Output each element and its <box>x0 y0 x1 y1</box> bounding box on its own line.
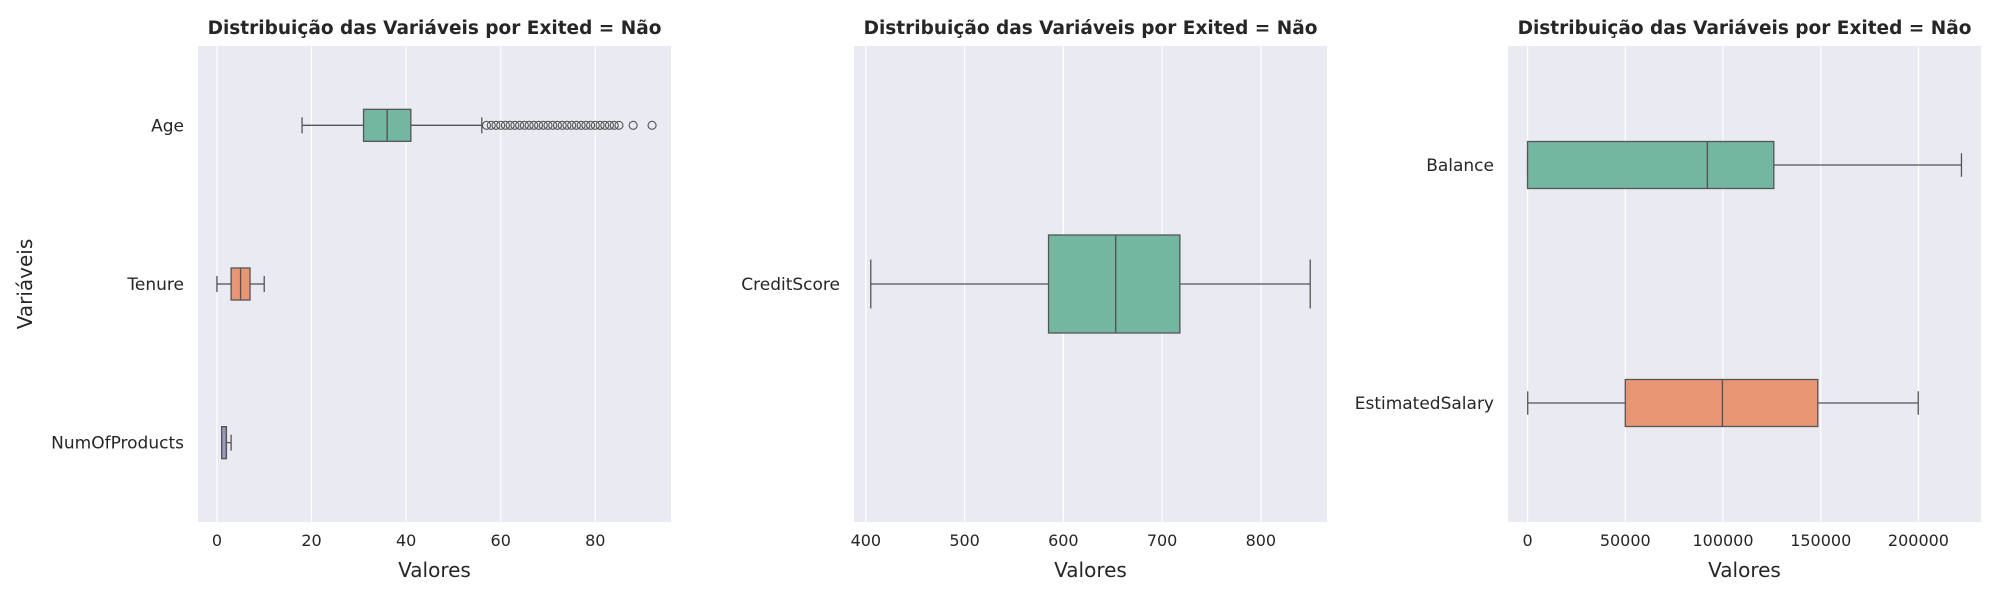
outlier-point <box>562 120 572 130</box>
box-NumOfProducts <box>220 426 232 460</box>
x-tick-label: 60 <box>491 531 511 550</box>
outlier-point <box>486 120 496 130</box>
outlier-point <box>529 120 539 130</box>
x-tick-label: 400 <box>851 531 882 550</box>
outlier-point <box>609 120 619 130</box>
x-tick-label: 40 <box>396 531 416 550</box>
outlier-point <box>515 120 525 130</box>
outlier-point <box>496 120 506 130</box>
outlier-point <box>590 120 600 130</box>
outlier-point <box>534 120 544 130</box>
panel-1: 0 20 40 60 80 Age Tenure NumOfProducts Distribui… <box>13 18 671 582</box>
outlier-point <box>576 120 586 130</box>
x-axis-label: Valores <box>1708 558 1781 582</box>
y-tick-label: Age <box>151 116 184 136</box>
outlier-point <box>505 120 515 130</box>
outlier-point <box>552 120 563 130</box>
plot-area <box>1508 46 1981 522</box>
x-tick-label: 0 <box>1522 531 1532 550</box>
x-tick-label: 100000 <box>1692 531 1753 550</box>
outlier-point <box>614 120 624 130</box>
outlier-point <box>647 120 657 130</box>
chart-title: Distribuição das Variáveis por Exited = … <box>864 18 1318 39</box>
outlier-point <box>571 120 581 130</box>
x-tick-label: 600 <box>1048 531 1079 550</box>
panel-2: 400 500 600 700 800 CreditScore Distribuição d… <box>741 18 1327 582</box>
outlier-point <box>510 120 520 130</box>
outlier-point <box>538 120 548 130</box>
box-Balance <box>1526 140 1963 190</box>
x-tick-label: 200000 <box>1888 531 1949 550</box>
plot-area <box>198 46 671 522</box>
outlier-point <box>519 120 529 130</box>
iqr-box <box>1624 378 1819 428</box>
x-axis-label: Valores <box>1054 558 1127 582</box>
outlier-point <box>557 120 567 130</box>
box-Age <box>301 108 657 142</box>
x-tick-label: 150000 <box>1790 531 1851 550</box>
outlier-point <box>481 120 492 130</box>
x-tick-label: 800 <box>1246 531 1277 550</box>
outlier-point <box>604 120 615 130</box>
outlier-point <box>595 120 605 130</box>
outlier-point <box>586 120 596 130</box>
chart-title: Distribuição das Variáveis por Exited = … <box>208 18 662 39</box>
iqr-box <box>220 426 228 460</box>
y-tick-label: NumOfProducts <box>51 434 184 454</box>
x-tick-label: 50000 <box>1600 531 1651 550</box>
chart-title: Distribuição das Variáveis por Exited = … <box>1518 18 1972 39</box>
panel-3: 0 50000 100000 150000 200000 Balance Estimated… <box>1355 18 1981 582</box>
iqr-box <box>1047 234 1181 334</box>
outlier-point <box>524 120 534 130</box>
y-tick-label: CreditScore <box>741 275 840 295</box>
box-CreditScore <box>870 234 1311 334</box>
x-tick-label: 500 <box>949 531 980 550</box>
x-axis-label: Valores <box>398 558 471 582</box>
outlier-point <box>600 120 610 130</box>
y-tick-label: Tenure <box>126 275 184 295</box>
x-tick-label: 80 <box>585 531 605 550</box>
outlier-point <box>567 120 577 130</box>
x-tick-label: 20 <box>301 531 321 550</box>
y-axis-label: Variáveis <box>13 239 37 330</box>
outlier-point <box>543 120 553 130</box>
outlier-point <box>581 120 591 130</box>
outlier-point <box>548 120 558 130</box>
outlier-point <box>500 120 511 130</box>
outlier-point <box>491 120 501 130</box>
box-Tenure <box>216 267 265 301</box>
y-tick-label: EstimatedSalary <box>1355 394 1494 414</box>
y-tick-label: Balance <box>1426 156 1494 176</box>
x-tick-label: 0 <box>212 531 222 550</box>
box-EstimatedSalary <box>1527 378 1919 428</box>
iqr-box <box>1526 140 1775 190</box>
outlier-point <box>628 120 638 130</box>
x-tick-label: 700 <box>1147 531 1178 550</box>
